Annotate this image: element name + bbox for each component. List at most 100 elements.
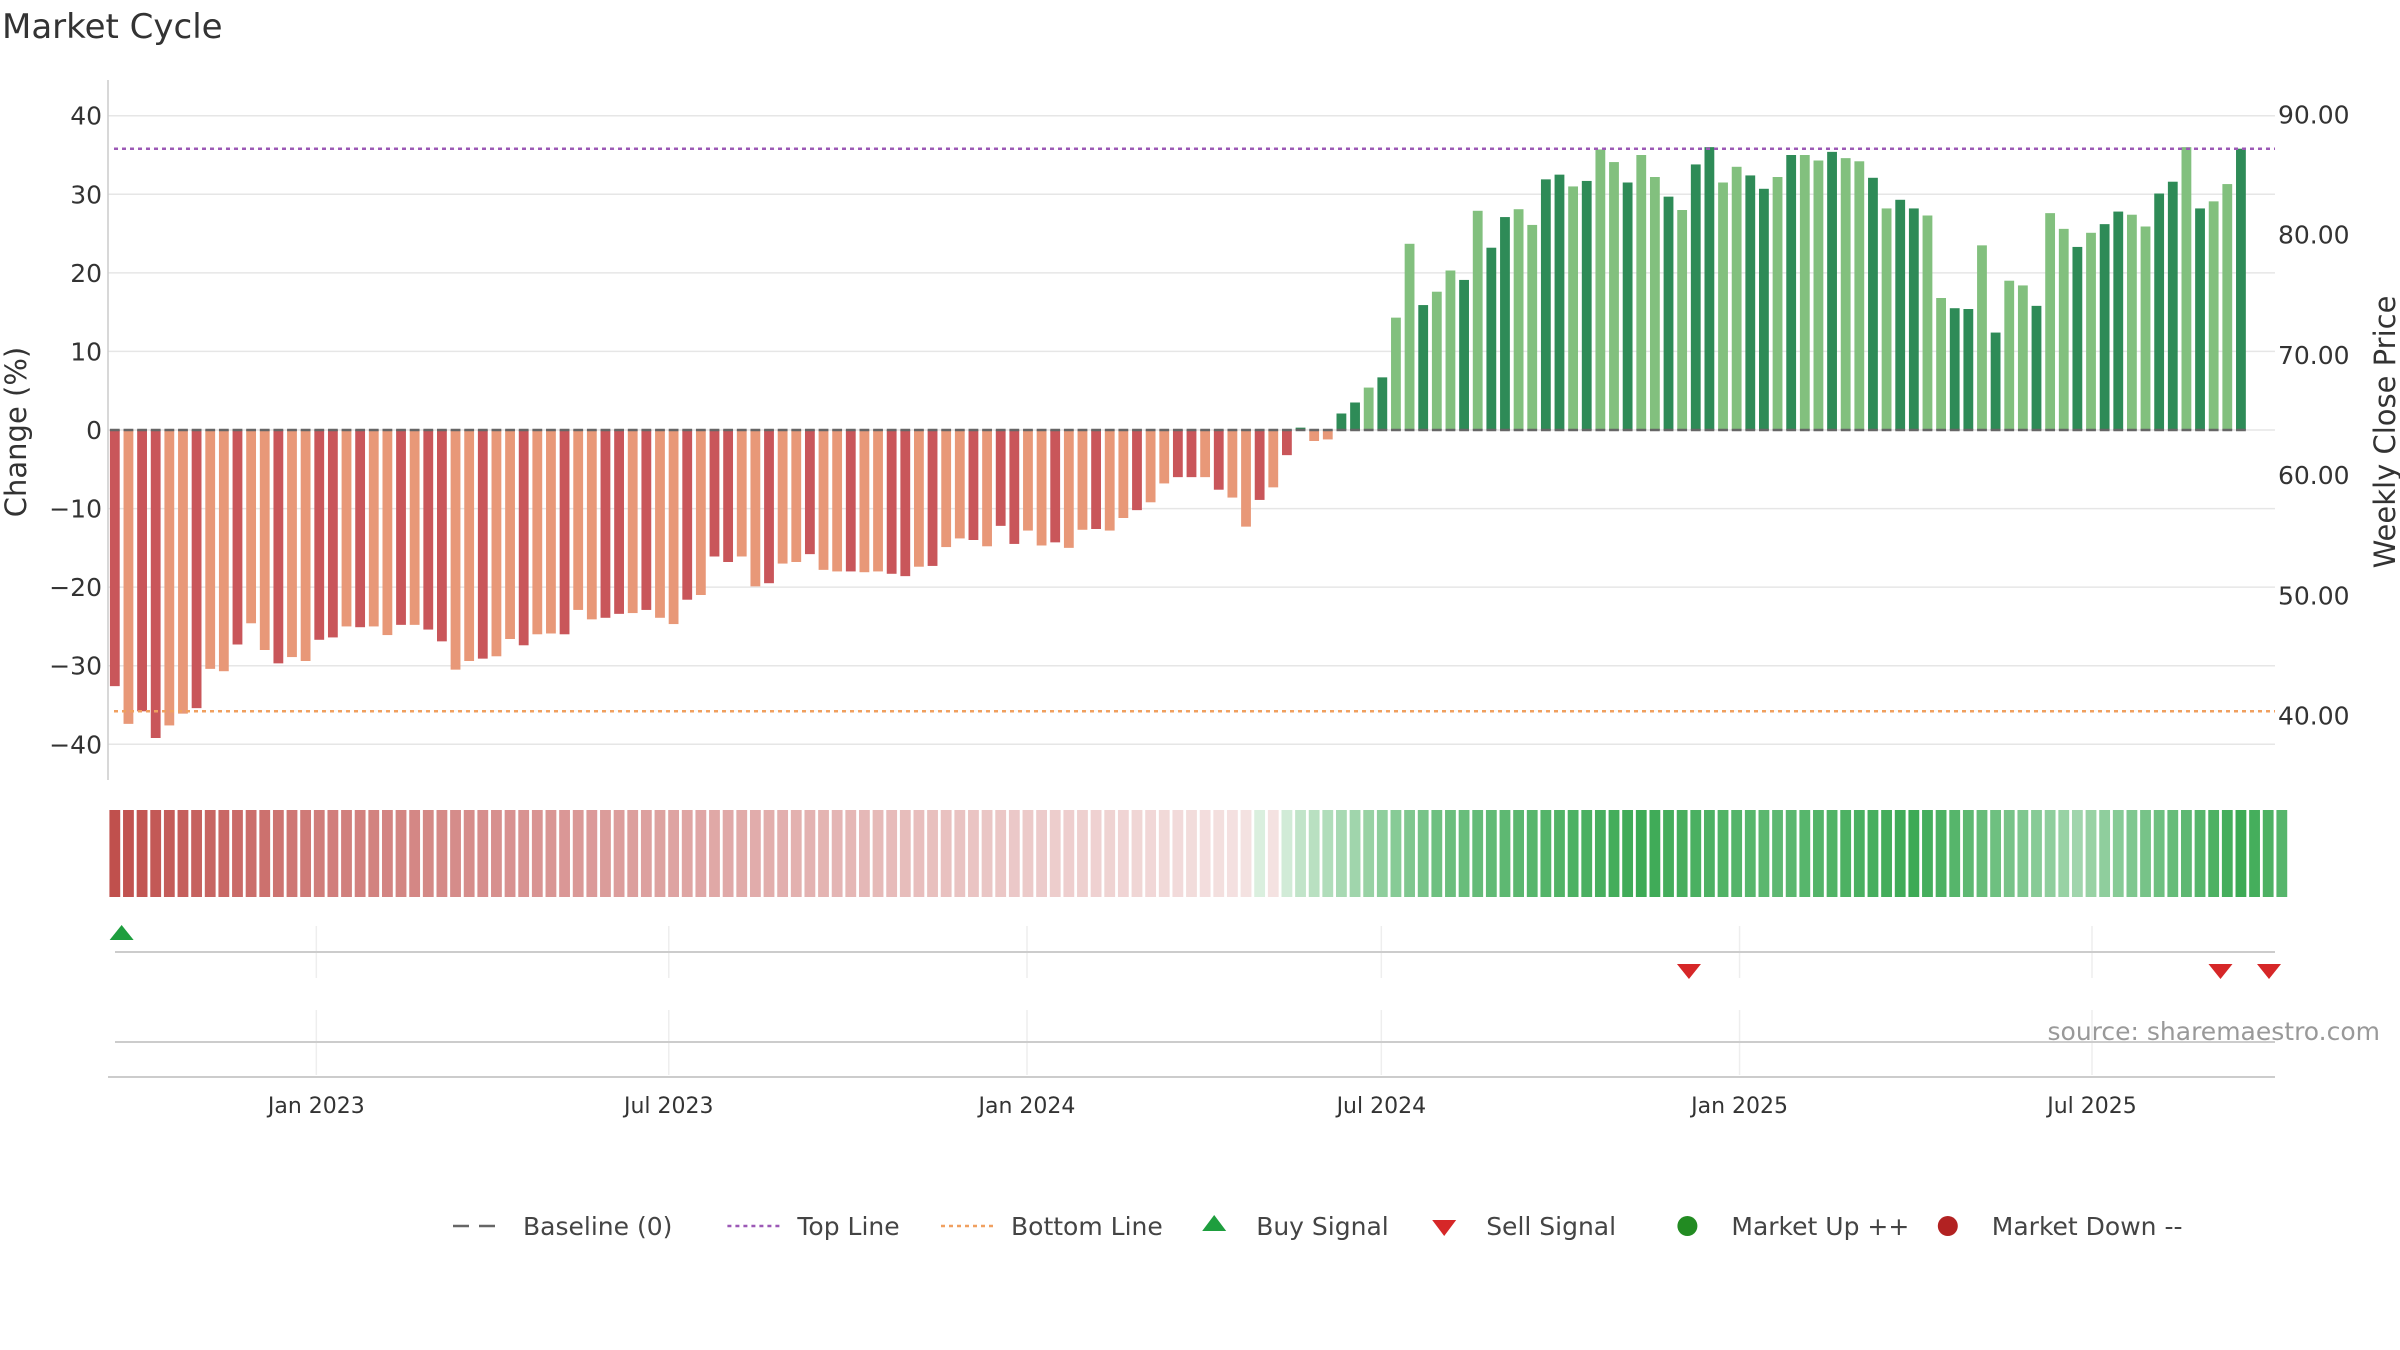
band-cell (409, 810, 421, 897)
band-cell (804, 810, 816, 897)
band-cell (2071, 810, 2083, 897)
band-cell (2112, 810, 2124, 897)
legend-item: Buy Signal (1202, 1212, 1389, 1241)
change-bar (327, 430, 338, 638)
change-bar (1868, 177, 1878, 430)
change-bar (205, 430, 216, 669)
change-bar (505, 430, 515, 639)
band-cell (259, 810, 271, 897)
change-bar (1336, 413, 1347, 430)
signal-markers (109, 925, 2281, 979)
change-bar (355, 430, 366, 628)
change-bar (968, 430, 979, 540)
y-right-tick-label: 40.00 (2278, 702, 2350, 731)
band-cell (1417, 810, 1429, 897)
band-cell (927, 810, 938, 897)
band-cell (1853, 810, 1865, 897)
change-bar (2086, 232, 2096, 430)
band-cell (286, 810, 298, 897)
band-cell (1485, 810, 1497, 897)
change-bar (586, 430, 597, 620)
band-cell (1922, 810, 1933, 897)
change-bar (1404, 243, 1415, 430)
change-bar (682, 430, 693, 600)
band-cell (395, 810, 407, 897)
band-cell (831, 810, 843, 897)
band-cell (450, 810, 461, 897)
change-bar (1350, 402, 1360, 430)
change-bar (1254, 430, 1265, 500)
band-cell (1213, 810, 1225, 897)
legend-label: Market Down -- (1992, 1212, 2183, 1241)
band-cell (491, 810, 502, 897)
band-cell (2167, 810, 2179, 897)
change-bar (1486, 247, 1497, 430)
change-bar (1118, 430, 1129, 518)
change-bar (1241, 430, 1251, 527)
change-bar (1009, 430, 1020, 544)
y-left-ticks: −40 −30 −20 −10 0 10 20 30 40 (49, 102, 102, 760)
change-bar (164, 430, 175, 726)
band-cell (177, 810, 189, 897)
band-cell (1254, 810, 1266, 897)
legend-item: Top Line (727, 1212, 900, 1241)
y-left-tick-label: 30 (70, 180, 102, 209)
change-bar (1581, 180, 1592, 430)
change-bar (1854, 161, 1865, 431)
change-bar (818, 430, 829, 570)
band-cell (654, 810, 666, 897)
change-bar (1827, 151, 1837, 431)
change-bar (941, 430, 952, 548)
band-cell (1731, 810, 1743, 897)
legend-item: Market Up ++ (1677, 1212, 1909, 1241)
change-bar (982, 430, 992, 547)
legend-label: Market Up ++ (1731, 1212, 1909, 1241)
band-cell (1663, 810, 1674, 897)
band-cell (1567, 810, 1579, 897)
change-bar (2017, 285, 2028, 430)
change-bar (1145, 430, 1156, 503)
band-cell (613, 810, 625, 897)
change-bar (1431, 291, 1442, 430)
change-bar (1731, 166, 1742, 431)
band-cell (2194, 810, 2206, 897)
band-cell (1935, 810, 1947, 897)
change-bar (1772, 177, 1783, 430)
change-bar (1799, 155, 1810, 430)
band-cell (872, 810, 884, 897)
change-bar (1322, 430, 1333, 440)
y-left-tick-label: 0 (86, 416, 102, 445)
band-cell (1594, 810, 1606, 897)
band-cell (1376, 810, 1388, 897)
band-cell (1785, 810, 1797, 897)
change-bar (736, 430, 747, 557)
legend-label: Top Line (796, 1212, 899, 1241)
change-bar (341, 430, 352, 627)
band-cell (545, 810, 557, 897)
change-bar (573, 430, 584, 610)
change-bar (995, 430, 1006, 526)
change-bar (218, 430, 229, 672)
band-cell (2235, 810, 2247, 897)
change-bar (2058, 228, 2069, 430)
change-bar (1786, 155, 1797, 430)
change-bar (2236, 148, 2246, 430)
change-bar (1609, 162, 1619, 430)
change-bar (1172, 430, 1183, 478)
change-bar (2072, 246, 2083, 430)
band-cell (709, 810, 720, 897)
band-cell (859, 810, 870, 897)
change-bar (1813, 160, 1824, 430)
band-cell (1036, 810, 1047, 897)
change-bar (1527, 224, 1538, 430)
band-cell (313, 810, 325, 897)
change-bar (314, 430, 325, 640)
band-cell (2085, 810, 2097, 897)
change-bar (559, 430, 570, 635)
band-cell (995, 810, 1007, 897)
change-bar (1077, 430, 1088, 530)
change-bar (2167, 181, 2178, 430)
band-cell (518, 810, 530, 897)
band-cell (681, 810, 693, 897)
y-right-tick-label: 50.00 (2278, 581, 2350, 610)
